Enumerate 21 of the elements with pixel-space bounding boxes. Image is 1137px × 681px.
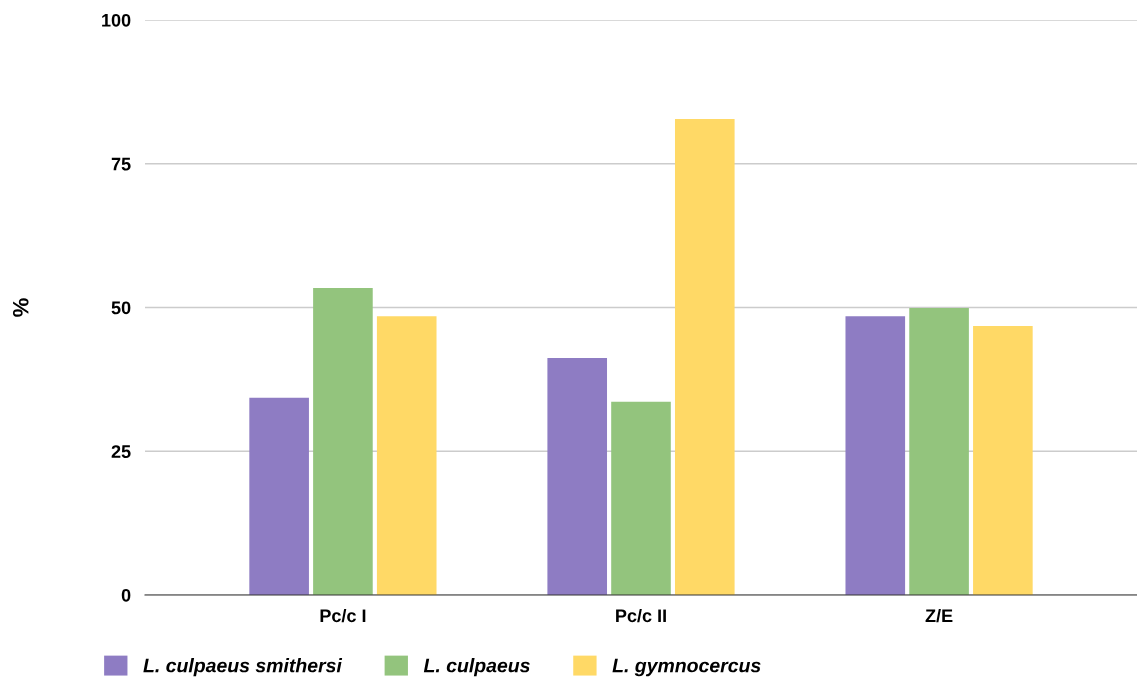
bar: [973, 325, 1033, 595]
bar: [845, 316, 906, 595]
bar: [313, 287, 373, 595]
y-tick-label: 50: [111, 301, 131, 315]
bar: [249, 397, 309, 595]
bar: [376, 316, 437, 595]
y-tick-label: 75: [111, 157, 131, 171]
bar: [909, 308, 969, 595]
x-tick-label: Pc/c I: [320, 608, 366, 623]
y-axis-title: %: [12, 298, 29, 317]
y-tick-label: 25: [111, 445, 131, 458]
bar: [674, 118, 735, 595]
legend-label: L. culpaeus: [423, 658, 530, 677]
y-tick-label: 100: [102, 13, 131, 27]
legend-label: L. culpaeus smithersi: [143, 658, 343, 677]
y-tick-label: 0: [121, 588, 131, 602]
x-tick-label: Z/E: [925, 608, 953, 623]
bar: [547, 358, 608, 595]
legend-label: L. gymnocercus: [612, 658, 761, 677]
x-tick-label: Pc/c II: [616, 608, 666, 623]
bar: [611, 401, 671, 595]
